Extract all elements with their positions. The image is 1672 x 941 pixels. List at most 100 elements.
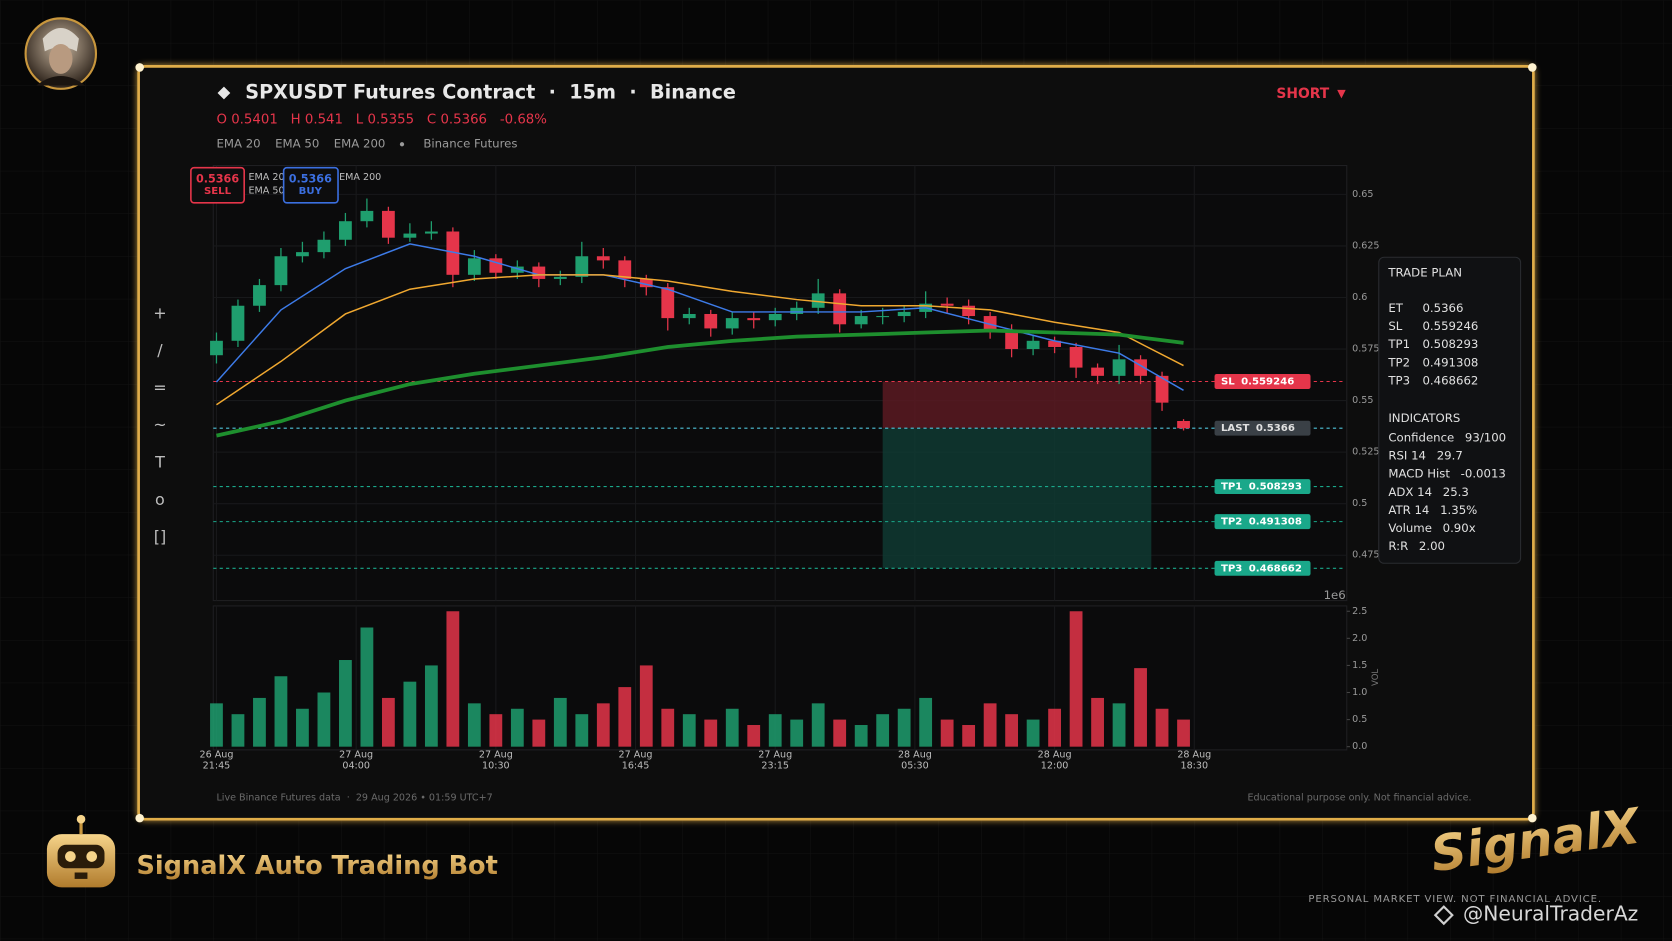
volume-bar xyxy=(467,703,481,747)
indicator-name: EMA 20 xyxy=(216,137,260,151)
tool-button[interactable]: T xyxy=(154,453,165,472)
level-tag xyxy=(1214,479,1311,495)
volume-bar xyxy=(919,697,933,747)
trade-plan: TRADE PLAN ET 0.5366 SL 0.559246 TP1 0.508293 T… xyxy=(1387,266,1506,553)
candle-body xyxy=(1155,375,1169,403)
level-tag xyxy=(1214,514,1311,530)
candle-body xyxy=(833,293,847,325)
legend-entry: EMA 200 xyxy=(339,172,381,183)
level-name: TP2 xyxy=(1221,517,1242,528)
tool-button[interactable]: + xyxy=(153,303,166,322)
indicator-key: RSI 14 xyxy=(1388,448,1426,462)
volume-bar xyxy=(1134,668,1147,747)
axis-offset: 1e6 xyxy=(1324,588,1346,602)
order-badge[interactable] xyxy=(190,166,245,204)
legend-entry: EMA 20 xyxy=(248,172,284,183)
indicator-value: 25.3 xyxy=(1443,484,1469,498)
drawing-toolbar: + / = ~ To [] xyxy=(153,303,166,546)
candle-body xyxy=(704,313,718,329)
volume-bar xyxy=(296,708,309,747)
plan-title: TRADE PLAN xyxy=(1387,266,1462,280)
volume-bar xyxy=(1026,719,1040,747)
volume-bar xyxy=(768,714,782,747)
volume-bar xyxy=(403,681,417,747)
volume-bar xyxy=(833,719,847,747)
candle-body xyxy=(811,293,825,308)
candle-body xyxy=(639,278,653,288)
indicator-value: 93/100 xyxy=(1465,430,1506,444)
watermark-icon xyxy=(1433,905,1454,926)
y-tick-label: 0.5 xyxy=(1352,498,1367,509)
candle-body xyxy=(231,305,245,341)
candle-body xyxy=(403,233,417,238)
x-tick-label: 27 Aug xyxy=(758,750,792,761)
candle-body xyxy=(575,256,589,277)
order-badge[interactable] xyxy=(282,166,339,204)
indicator-row: ADX 14 25.3 xyxy=(1388,484,1468,498)
candle-body xyxy=(854,316,868,325)
candle-body xyxy=(596,256,610,261)
x-tick-label: 28 Aug xyxy=(898,750,932,761)
candle-body xyxy=(424,231,438,234)
tool-button[interactable]: = xyxy=(153,378,166,397)
plan-key: SL xyxy=(1388,319,1402,333)
volume-tick-label: 0.0 xyxy=(1352,741,1367,752)
tool-button[interactable]: o xyxy=(155,490,165,509)
x-tick-label: 23:15 xyxy=(761,760,789,771)
ohlc-value: 0.5366 xyxy=(440,113,487,128)
indicator-value: 2.00 xyxy=(1419,539,1445,553)
volume-bar xyxy=(854,725,868,747)
volume-bar xyxy=(618,687,632,747)
level-name: TP1 xyxy=(1221,482,1242,493)
tool-button[interactable]: ~ xyxy=(153,415,166,434)
candle-body xyxy=(876,316,890,318)
volume-bar xyxy=(639,665,653,747)
tool-button[interactable]: [] xyxy=(154,527,166,546)
volume-bar xyxy=(1112,703,1126,747)
x-tick-label: 04:00 xyxy=(342,760,370,771)
level-name: LAST xyxy=(1221,423,1250,434)
level-tag xyxy=(1214,374,1311,389)
plan-value: 0.5366 xyxy=(1422,301,1463,315)
candle-body xyxy=(1048,340,1061,347)
candle-body xyxy=(725,318,739,329)
badge-label: BUY xyxy=(299,186,323,197)
indicator-row: RSI 14 29.7 xyxy=(1388,448,1462,462)
volume-bar xyxy=(489,714,503,747)
ohlc-key: H xyxy=(291,113,301,128)
volume-bar xyxy=(682,714,696,747)
direction-arrow xyxy=(1337,89,1346,99)
avatar xyxy=(24,17,98,90)
volume-bar xyxy=(381,697,395,747)
candle-body xyxy=(360,210,374,222)
tool-button[interactable]: / xyxy=(157,341,163,360)
plan-key: ET xyxy=(1388,301,1403,315)
volume-bar xyxy=(532,719,546,747)
y-tick-label: 0.55 xyxy=(1352,395,1373,406)
level-tag xyxy=(1214,560,1311,576)
volume-bar xyxy=(424,665,438,747)
candle-body xyxy=(253,285,266,306)
level-value: 0.5366 xyxy=(1256,423,1295,434)
volume-bar xyxy=(210,703,223,747)
indicator-name: EMA 200 xyxy=(334,137,386,151)
volume-tick-label: 1.5 xyxy=(1352,660,1367,671)
badge-label: SELL xyxy=(204,186,232,197)
ohlc-key: O xyxy=(216,113,226,128)
level-label: TP1 0.508293 xyxy=(1221,482,1302,493)
candle-body xyxy=(747,318,761,321)
indicator-row: Volume 0.90x xyxy=(1388,521,1475,535)
plan-key: TP1 xyxy=(1387,337,1410,351)
badge-price: 0.5366 xyxy=(289,172,332,185)
indicator-key: ATR 14 xyxy=(1388,502,1429,516)
x-tick-label: 16:45 xyxy=(622,760,650,771)
volume-bar xyxy=(231,714,245,747)
volume-bar xyxy=(876,714,890,747)
candle-body xyxy=(339,221,352,240)
volume-tick-label: 2.5 xyxy=(1352,606,1367,617)
candle-body xyxy=(983,316,997,331)
volume-bar xyxy=(575,714,589,747)
ohlc-value: 0.541 xyxy=(305,113,343,128)
plot: 0.65 0.625 0.6 0.575 0.55 0.525 0.5 0.475 1e6 26 … xyxy=(190,165,1381,771)
change-value: -0.68% xyxy=(500,113,547,128)
